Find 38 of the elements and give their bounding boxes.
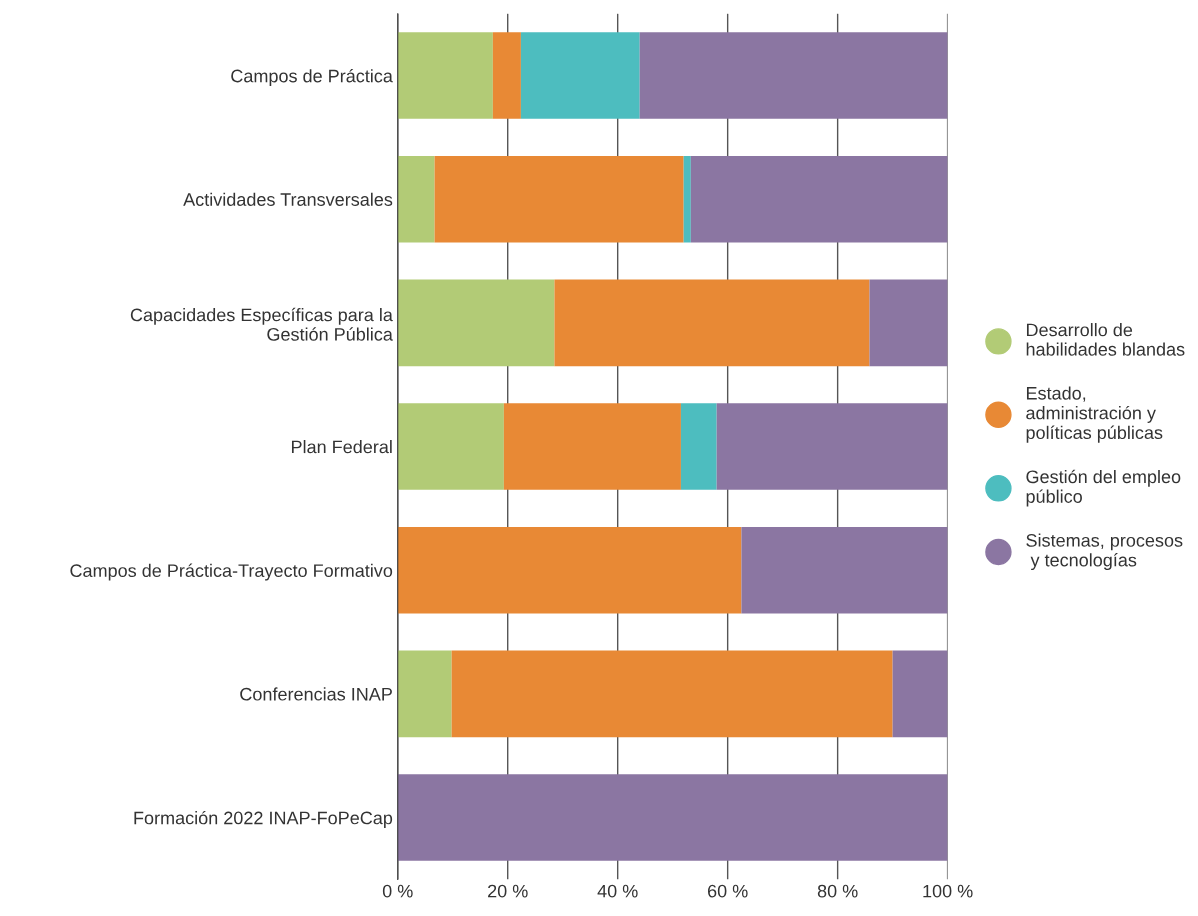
legend-label: Gestión del empleo público [1026,469,1181,507]
y-tick-label: Actividades Transversales [183,192,393,206]
y-tick-label: Campos de Práctica-Trayecto Formativo [70,563,393,581]
y-tick-label: Plan Federal [291,440,392,454]
bar [520,32,640,119]
x-tick-label: 80 % [817,884,858,898]
bar [680,403,717,490]
bar [503,403,681,490]
bar [892,650,948,738]
bar [397,279,555,367]
bar [451,650,893,738]
bar [683,155,691,243]
y-tick-label: Conferencias INAP [240,687,392,701]
bar [397,526,742,614]
y-tick-label: Campos de Práctica [231,68,393,86]
y-tick-label: Capacidades Específicas para la Gestión Pública [130,307,393,341]
bar [716,403,948,490]
bar [741,526,948,614]
legend-label: Sistemas, procesos y tecnologías [1026,533,1183,571]
legend-label: Estado, administración y políticas públicas [1026,386,1163,443]
x-tick-label: 100 % [923,884,973,898]
bar [869,279,948,367]
bar [397,403,504,490]
x-tick-label: 60 % [708,884,748,898]
bar [397,155,435,243]
bar [492,32,521,119]
bar [397,774,948,861]
x-tick-label: 0 % [382,884,413,898]
x-tick-label: 40 % [597,884,638,898]
bar [639,32,948,119]
bar [397,650,452,738]
bar [397,32,493,119]
y-tick-label: Formación 2022 INAP-FoPeCap [134,810,393,828]
bar [690,155,948,243]
bar [554,279,870,367]
x-tick-label: 20 % [488,884,528,898]
bar [434,155,684,243]
legend-label: Desarrollo de habilidades blandas [1026,323,1185,356]
